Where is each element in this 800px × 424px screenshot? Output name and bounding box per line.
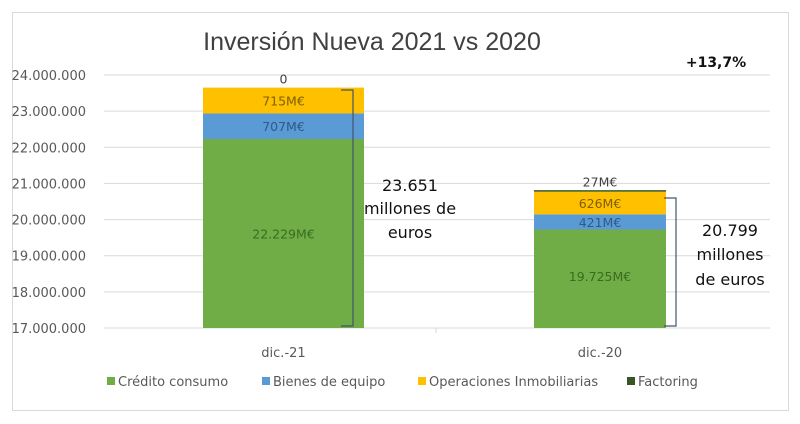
y-tick-label: 19.000.000 <box>12 250 86 265</box>
bar-segment <box>203 139 364 328</box>
data-label: 27M€ <box>583 175 618 190</box>
data-label: 715M€ <box>262 94 305 109</box>
y-tick-label: 18.000.000 <box>12 286 86 301</box>
y-tick-label: 23.000.000 <box>12 105 86 120</box>
total-annotation: euros <box>388 223 432 242</box>
total-annotation: millones de <box>364 199 456 218</box>
annotations: 23.651 millones de euros 20.799 millones de e… <box>341 89 765 327</box>
legend-swatch <box>107 377 115 385</box>
x-tick-label: dic.-20 <box>578 346 622 361</box>
legend-swatch <box>418 377 426 385</box>
legend-swatch <box>627 377 635 385</box>
data-label: 22.229M€ <box>252 227 315 242</box>
y-tick-label: 20.000.000 <box>12 214 86 229</box>
data-label: 421M€ <box>579 215 622 230</box>
data-label: 0 <box>280 72 288 87</box>
legend: Crédito consumo Bienes de equipo Operacion… <box>107 375 698 390</box>
x-axis: dic.-21 dic.-20 <box>261 346 622 361</box>
bar-segment <box>534 229 666 328</box>
data-label: 19.725M€ <box>569 269 632 284</box>
brace <box>664 197 677 327</box>
y-tick-label: 17.000.000 <box>12 322 86 337</box>
bar-segment <box>534 191 666 215</box>
bar-segment <box>203 87 364 114</box>
chart-title: Inversión Nueva 2021 vs 2020 <box>203 28 541 56</box>
total-annotation: millones <box>696 245 763 264</box>
total-annotation: 20.799 <box>702 221 758 240</box>
legend-item: Crédito consumo <box>118 375 228 390</box>
y-tick-label: 22.000.000 <box>12 141 86 156</box>
x-tick-label: dic.-21 <box>261 346 305 361</box>
bars: 22.229M€ 707M€ 715M€ 0 19.725M€ 421M€ 626M€ 27M… <box>203 72 666 328</box>
legend-swatch <box>262 377 270 385</box>
data-label: 626M€ <box>579 196 622 211</box>
y-tick-label: 21.000.000 <box>12 177 86 192</box>
legend-item: Bienes de equipo <box>273 375 385 390</box>
growth-label: +13,7% <box>686 55 746 71</box>
y-tick-label: 24.000.000 <box>12 69 86 84</box>
total-annotation: de euros <box>695 270 764 289</box>
total-annotation: 23.651 <box>382 176 438 195</box>
bar-segment <box>534 190 666 192</box>
bar-segment <box>534 214 666 230</box>
brace <box>341 89 354 327</box>
data-label: 707M€ <box>262 119 305 134</box>
legend-item: Operaciones Inmobiliarias <box>429 375 598 390</box>
legend-item: Factoring <box>638 375 698 390</box>
y-axis: 17.000.000 18.000.000 19.000.000 20.000.000… <box>12 69 86 337</box>
bar-segment <box>203 113 364 140</box>
